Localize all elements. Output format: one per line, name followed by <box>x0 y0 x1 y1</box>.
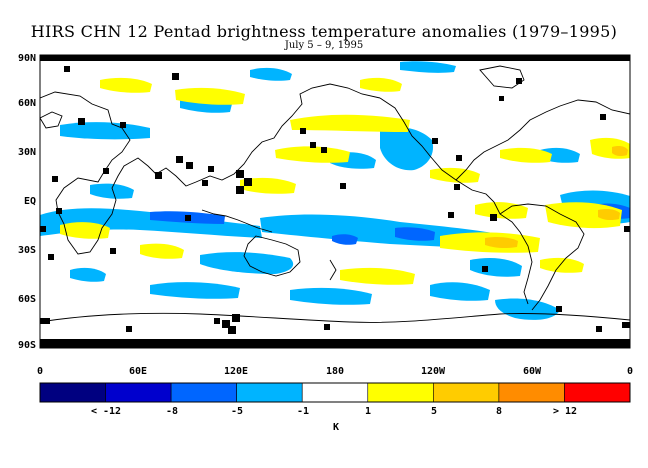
lat-label-30n: 30N <box>17 147 36 158</box>
lat-label-30s: 30S <box>17 245 36 256</box>
map-subtitle: July 5 – 9, 1995 <box>284 40 364 51</box>
map-panel <box>39 54 631 349</box>
colorbar-box-2 <box>105 382 172 403</box>
colorbar-label-3: -5 <box>230 406 244 417</box>
lon-label-0: 0 <box>36 366 44 377</box>
colorbar-label-1: < -12 <box>90 406 122 417</box>
colorbar-box-3 <box>170 382 237 403</box>
colorbar-label-5: 1 <box>364 406 372 417</box>
lat-label-60s: 60S <box>17 294 36 305</box>
colorbar-box-1 <box>39 382 106 403</box>
colorbar-box-7 <box>433 382 500 403</box>
lat-label-90n: 90N <box>17 53 36 64</box>
map-frame <box>39 54 631 349</box>
lat-label-90s: 90S <box>17 340 36 351</box>
lon-label-180: 180 <box>325 366 345 377</box>
colorbar-box-9 <box>564 382 631 403</box>
colorbar <box>39 382 631 403</box>
missing-data-blocks <box>40 55 630 348</box>
colorbar-label-7: 8 <box>495 406 503 417</box>
map-title: HIRS CHN 12 Pentad brightness temperatur… <box>30 22 618 41</box>
lon-label-120w: 120W <box>420 366 446 377</box>
lon-label-60w: 60W <box>522 366 542 377</box>
colorbar-frame <box>39 382 631 403</box>
lat-label-eq: EQ <box>23 196 36 207</box>
colorbar-box-6 <box>367 382 434 403</box>
coastlines <box>40 65 630 323</box>
colorbar-box-5 <box>301 382 369 403</box>
colorbar-label-2: -8 <box>165 406 179 417</box>
lat-label-60n: 60N <box>17 98 36 109</box>
colorbar-box-8 <box>498 382 565 403</box>
colorbar-label-6: 5 <box>430 406 438 417</box>
colorbar-label-8: > 12 <box>552 406 578 417</box>
lon-label-0-east: 0 <box>626 366 634 377</box>
lon-label-60e: 60E <box>128 366 148 377</box>
anomaly-orange-regions <box>485 146 628 249</box>
colorbar-unit: K <box>332 422 340 433</box>
colorbar-label-4: -1 <box>296 406 310 417</box>
colorbar-box-4 <box>236 382 303 403</box>
lon-label-120e: 120E <box>223 366 249 377</box>
